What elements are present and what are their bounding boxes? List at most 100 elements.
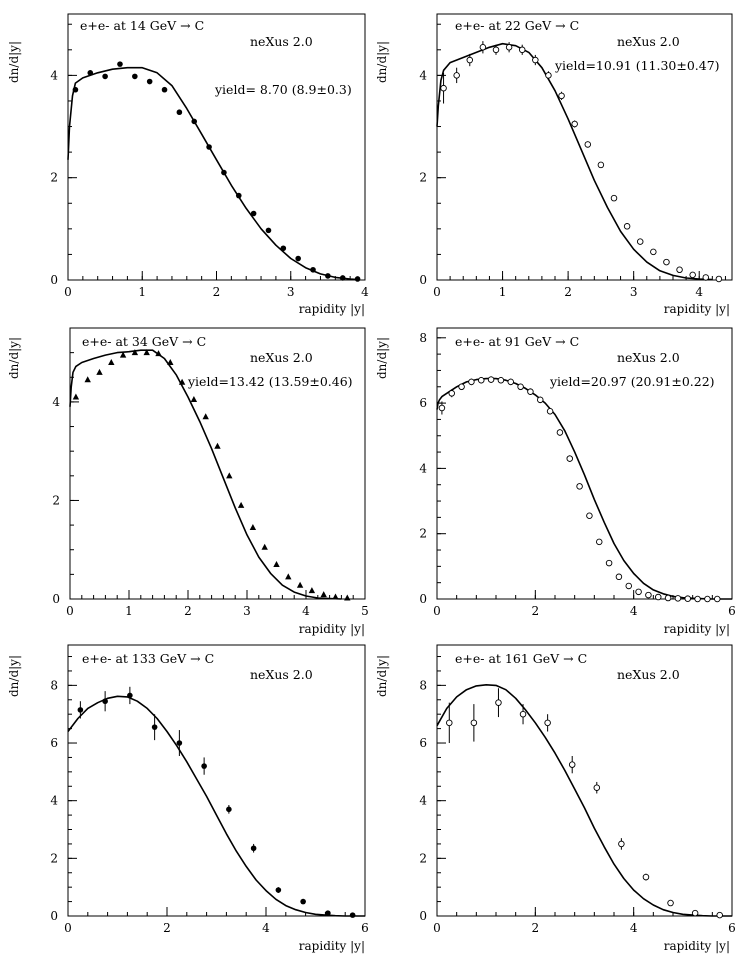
data-point xyxy=(470,719,478,727)
data-point xyxy=(615,573,623,581)
panel-91gev: e+e- at 91 GeV → C neXus 2.0 yield=20.97… xyxy=(375,327,735,636)
x-tick-label: 4 xyxy=(630,921,638,935)
y-tick-label: 4 xyxy=(419,794,427,808)
data-point xyxy=(84,376,91,383)
model-curve xyxy=(436,683,732,917)
data-point xyxy=(702,274,710,281)
y-tick-label: 6 xyxy=(419,396,427,410)
x-tick-label: 3 xyxy=(630,285,638,299)
data-point xyxy=(190,395,198,402)
x-tick-label: 4 xyxy=(302,604,310,618)
plot-frame xyxy=(436,644,733,917)
plot-frame xyxy=(69,327,366,600)
data-point xyxy=(716,911,723,919)
panel-title: e+e- at 161 GeV → C xyxy=(455,651,587,666)
data-point xyxy=(438,404,446,412)
model-label: neXus 2.0 xyxy=(250,667,313,682)
data-point xyxy=(537,396,544,404)
x-tick-label: 2 xyxy=(184,604,192,618)
x-tick-label: 0 xyxy=(64,921,72,935)
data-point xyxy=(127,692,133,699)
model-curve xyxy=(436,377,732,600)
data-point xyxy=(458,383,465,391)
data-point xyxy=(468,378,475,386)
x-tick-label: 4 xyxy=(361,285,369,299)
data-point xyxy=(202,413,209,420)
data-point xyxy=(214,442,221,449)
data-point xyxy=(265,227,272,234)
y-tick-label: 2 xyxy=(50,851,58,865)
data-point xyxy=(544,719,551,727)
data-point xyxy=(714,595,721,603)
model-label: neXus 2.0 xyxy=(250,350,313,365)
data-point xyxy=(108,358,115,365)
y-tick-label: 8 xyxy=(419,331,427,345)
data-point xyxy=(206,144,212,150)
data-point xyxy=(87,70,94,76)
data-point xyxy=(571,120,578,128)
y-tick-label: 4 xyxy=(50,68,58,82)
data-point xyxy=(226,806,232,813)
x-axis-label: rapidity |y| xyxy=(664,622,730,636)
data-point xyxy=(354,276,361,282)
data-point xyxy=(715,275,723,283)
data-point xyxy=(102,73,108,80)
data-point xyxy=(146,78,153,85)
data-point xyxy=(623,223,631,230)
x-tick-label: 1 xyxy=(125,604,133,618)
data-point xyxy=(250,210,257,217)
data-point xyxy=(296,581,304,588)
y-axis-label: dn/d|y| xyxy=(7,655,21,697)
data-point xyxy=(635,588,642,596)
data-point xyxy=(636,238,644,245)
data-point xyxy=(532,56,539,64)
data-point xyxy=(261,543,268,550)
data-point xyxy=(694,595,701,603)
data-point xyxy=(479,44,487,51)
data-point xyxy=(310,266,316,273)
y-tick-label: 0 xyxy=(50,909,58,923)
data-point xyxy=(119,351,127,358)
data-point xyxy=(689,271,696,279)
y-tick-label: 0 xyxy=(419,592,427,606)
model-label: neXus 2.0 xyxy=(617,34,680,49)
y-tick-label: 6 xyxy=(50,736,58,750)
y-tick-label: 2 xyxy=(419,851,427,865)
data-point xyxy=(131,349,139,356)
data-point xyxy=(517,383,524,391)
data-point xyxy=(605,559,613,567)
data-point xyxy=(642,873,650,881)
panel-title: e+e- at 14 GeV → C xyxy=(80,18,204,33)
y-tick-label: 2 xyxy=(419,527,427,541)
x-tick-label: 2 xyxy=(163,921,171,935)
y-axis-label: dn/d|y| xyxy=(7,41,21,83)
data-point xyxy=(96,368,103,375)
x-axis-label: rapidity |y| xyxy=(299,622,365,636)
data-point xyxy=(478,376,485,384)
data-point xyxy=(446,719,453,727)
data-point xyxy=(201,763,207,769)
model-curve xyxy=(67,695,365,917)
yield-label: yield=20.97 (20.91±0.22) xyxy=(549,374,715,389)
data-point xyxy=(453,72,460,79)
yield-label: yield=10.91 (11.30±0.47) xyxy=(554,58,720,73)
data-point xyxy=(596,538,603,546)
x-tick-label: 0 xyxy=(433,604,441,618)
data-point xyxy=(556,429,564,436)
data-point xyxy=(275,887,282,893)
data-point xyxy=(545,72,552,79)
data-point xyxy=(102,698,108,705)
data-point xyxy=(507,378,515,386)
panel-title: e+e- at 22 GeV → C xyxy=(455,18,579,33)
data-point xyxy=(249,524,257,531)
data-point xyxy=(235,192,242,199)
data-point xyxy=(325,910,331,916)
data-point xyxy=(285,573,292,580)
data-point xyxy=(237,501,245,508)
plot-frame xyxy=(67,13,366,281)
data-point xyxy=(308,587,316,594)
y-tick-label: 0 xyxy=(50,273,58,287)
x-tick-label: 0 xyxy=(433,285,441,299)
data-point xyxy=(191,118,198,125)
